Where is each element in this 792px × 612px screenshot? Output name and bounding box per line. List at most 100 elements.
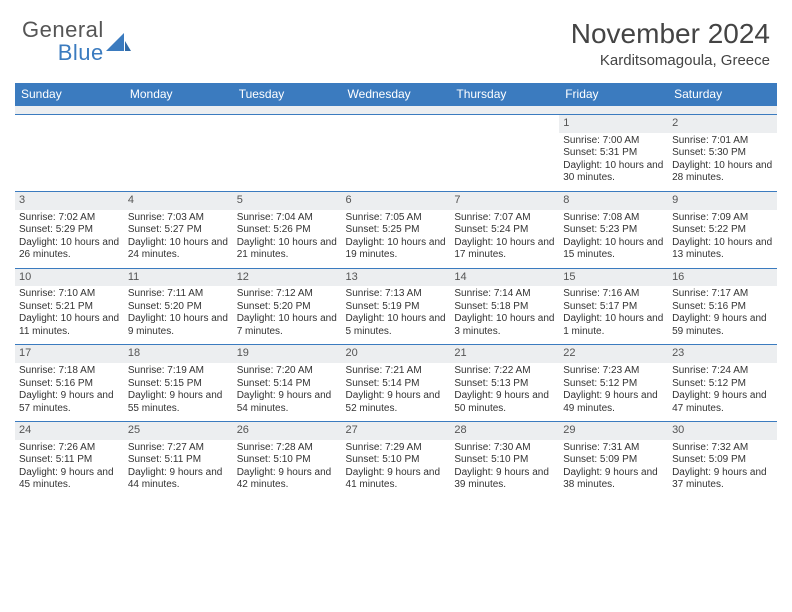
day-number: 28 xyxy=(450,422,559,440)
sunset-line: Sunset: 5:24 PM xyxy=(454,224,555,237)
header-spacer-row xyxy=(15,106,777,115)
daylight-line: Daylight: 9 hours and 54 minutes. xyxy=(237,390,338,415)
sunrise-line: Sunrise: 7:13 AM xyxy=(346,288,447,301)
title-month: November 2024 xyxy=(571,18,770,50)
daylight-line: Daylight: 10 hours and 15 minutes. xyxy=(563,237,664,262)
daylight-line: Daylight: 9 hours and 57 minutes. xyxy=(19,390,120,415)
day-number: 5 xyxy=(233,192,342,210)
sunset-line: Sunset: 5:14 PM xyxy=(237,378,338,391)
calendar-day-cell: 26Sunrise: 7:28 AMSunset: 5:10 PMDayligh… xyxy=(233,422,342,498)
sunset-line: Sunset: 5:13 PM xyxy=(454,378,555,391)
calendar-day-cell: 23Sunrise: 7:24 AMSunset: 5:12 PMDayligh… xyxy=(668,345,777,422)
sunrise-line: Sunrise: 7:20 AM xyxy=(237,365,338,378)
sunrise-line: Sunrise: 7:28 AM xyxy=(237,442,338,455)
sunrise-line: Sunrise: 7:10 AM xyxy=(19,288,120,301)
sunrise-line: Sunrise: 7:22 AM xyxy=(454,365,555,378)
sunset-line: Sunset: 5:20 PM xyxy=(128,301,229,314)
sunrise-line: Sunrise: 7:21 AM xyxy=(346,365,447,378)
sunset-line: Sunset: 5:29 PM xyxy=(19,224,120,237)
weekday-header-row: SundayMondayTuesdayWednesdayThursdayFrid… xyxy=(15,83,777,106)
sunrise-line: Sunrise: 7:14 AM xyxy=(454,288,555,301)
sunrise-line: Sunrise: 7:19 AM xyxy=(128,365,229,378)
daylight-line: Daylight: 10 hours and 24 minutes. xyxy=(128,237,229,262)
sunset-line: Sunset: 5:10 PM xyxy=(346,454,447,467)
sunrise-line: Sunrise: 7:07 AM xyxy=(454,212,555,225)
calendar-week-row: 24Sunrise: 7:26 AMSunset: 5:11 PMDayligh… xyxy=(15,422,777,498)
daylight-line: Daylight: 10 hours and 3 minutes. xyxy=(454,313,555,338)
day-number: 19 xyxy=(233,345,342,363)
sunset-line: Sunset: 5:26 PM xyxy=(237,224,338,237)
sunset-line: Sunset: 5:11 PM xyxy=(19,454,120,467)
sunset-line: Sunset: 5:18 PM xyxy=(454,301,555,314)
calendar-day-cell: 8Sunrise: 7:08 AMSunset: 5:23 PMDaylight… xyxy=(559,191,668,268)
logo-line1: General xyxy=(22,17,104,42)
day-number: 11 xyxy=(124,269,233,287)
daylight-line: Daylight: 9 hours and 59 minutes. xyxy=(672,313,773,338)
sunrise-line: Sunrise: 7:05 AM xyxy=(346,212,447,225)
calendar-day-cell: 21Sunrise: 7:22 AMSunset: 5:13 PMDayligh… xyxy=(450,345,559,422)
calendar-day-cell: 13Sunrise: 7:13 AMSunset: 5:19 PMDayligh… xyxy=(342,268,451,345)
calendar-day-cell: 12Sunrise: 7:12 AMSunset: 5:20 PMDayligh… xyxy=(233,268,342,345)
sunset-line: Sunset: 5:12 PM xyxy=(672,378,773,391)
sunrise-line: Sunrise: 7:00 AM xyxy=(563,135,664,148)
calendar-empty-cell xyxy=(233,115,342,192)
title-location: Karditsomagoula, Greece xyxy=(571,52,770,69)
logo-line2: Blue xyxy=(58,40,104,65)
day-number: 22 xyxy=(559,345,668,363)
day-number: 13 xyxy=(342,269,451,287)
calendar-empty-cell xyxy=(342,115,451,192)
sunrise-line: Sunrise: 7:17 AM xyxy=(672,288,773,301)
daylight-line: Daylight: 9 hours and 44 minutes. xyxy=(128,467,229,492)
day-number: 24 xyxy=(15,422,124,440)
day-number: 12 xyxy=(233,269,342,287)
daylight-line: Daylight: 10 hours and 5 minutes. xyxy=(346,313,447,338)
sunset-line: Sunset: 5:17 PM xyxy=(563,301,664,314)
day-number: 15 xyxy=(559,269,668,287)
weekday-header: Monday xyxy=(124,83,233,106)
sunset-line: Sunset: 5:31 PM xyxy=(563,147,664,160)
day-number: 29 xyxy=(559,422,668,440)
sunrise-line: Sunrise: 7:11 AM xyxy=(128,288,229,301)
sunrise-line: Sunrise: 7:04 AM xyxy=(237,212,338,225)
day-number: 7 xyxy=(450,192,559,210)
logo: General Blue xyxy=(22,18,132,64)
day-number: 26 xyxy=(233,422,342,440)
calendar-day-cell: 10Sunrise: 7:10 AMSunset: 5:21 PMDayligh… xyxy=(15,268,124,345)
sunset-line: Sunset: 5:23 PM xyxy=(563,224,664,237)
daylight-line: Daylight: 10 hours and 9 minutes. xyxy=(128,313,229,338)
calendar-day-cell: 27Sunrise: 7:29 AMSunset: 5:10 PMDayligh… xyxy=(342,422,451,498)
sunset-line: Sunset: 5:30 PM xyxy=(672,147,773,160)
sunset-line: Sunset: 5:20 PM xyxy=(237,301,338,314)
weekday-header: Sunday xyxy=(15,83,124,106)
daylight-line: Daylight: 9 hours and 38 minutes. xyxy=(563,467,664,492)
daylight-line: Daylight: 9 hours and 55 minutes. xyxy=(128,390,229,415)
sunrise-line: Sunrise: 7:16 AM xyxy=(563,288,664,301)
daylight-line: Daylight: 9 hours and 47 minutes. xyxy=(672,390,773,415)
daylight-line: Daylight: 10 hours and 30 minutes. xyxy=(563,160,664,185)
calendar-table: SundayMondayTuesdayWednesdayThursdayFrid… xyxy=(15,83,777,498)
calendar-day-cell: 19 Sunrise: 7:20 AMSunset: 5:14 PMDayligh… xyxy=(233,345,342,422)
day-number: 23 xyxy=(668,345,777,363)
calendar-day-cell: 7Sunrise: 7:07 AMSunset: 5:24 PMDaylight… xyxy=(450,191,559,268)
day-number: 8 xyxy=(559,192,668,210)
calendar-empty-cell xyxy=(450,115,559,192)
sunset-line: Sunset: 5:25 PM xyxy=(346,224,447,237)
logo-sail-icon xyxy=(106,31,132,53)
calendar-day-cell: 28Sunrise: 7:30 AMSunset: 5:10 PMDayligh… xyxy=(450,422,559,498)
calendar-day-cell: 11Sunrise: 7:11 AMSunset: 5:20 PMDayligh… xyxy=(124,268,233,345)
calendar-day-cell: 29Sunrise: 7:31 AMSunset: 5:09 PMDayligh… xyxy=(559,422,668,498)
day-number: 2 xyxy=(668,115,777,133)
calendar-day-cell: 22Sunrise: 7:23 AMSunset: 5:12 PMDayligh… xyxy=(559,345,668,422)
day-number: 6 xyxy=(342,192,451,210)
day-number: 4 xyxy=(124,192,233,210)
daylight-line: Daylight: 10 hours and 13 minutes. xyxy=(672,237,773,262)
daylight-line: Daylight: 9 hours and 42 minutes. xyxy=(237,467,338,492)
calendar-empty-cell xyxy=(15,115,124,192)
weekday-header: Friday xyxy=(559,83,668,106)
sunset-line: Sunset: 5:09 PM xyxy=(672,454,773,467)
sunrise-line: Sunrise: 7:09 AM xyxy=(672,212,773,225)
daylight-line: Daylight: 10 hours and 26 minutes. xyxy=(19,237,120,262)
sunset-line: Sunset: 5:22 PM xyxy=(672,224,773,237)
day-number: 30 xyxy=(668,422,777,440)
sunrise-line: Sunrise: 7:30 AM xyxy=(454,442,555,455)
